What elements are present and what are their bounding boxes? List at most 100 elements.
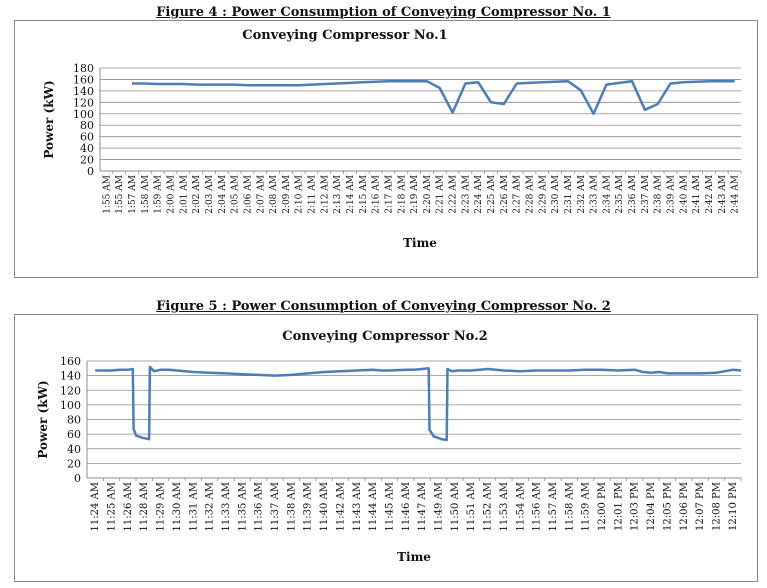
x-tick-label: 11:47 AM [417, 482, 428, 531]
x-tick-label: 2:20 AM [423, 175, 433, 214]
x-tick-label: 2:41 AM [692, 175, 702, 214]
x-tick-label: 12:10 PM [728, 482, 739, 531]
x-tick-label: 2:10 AM [295, 175, 305, 214]
x-tick-label: 11:31 AM [188, 482, 199, 531]
x-tick-label: 11:38 AM [286, 482, 297, 531]
x-tick-label: 12:01 PM [613, 482, 624, 531]
x-tick-label: 11:28 AM [139, 482, 150, 531]
x-axis-label: Time [397, 550, 431, 564]
x-tick-label: 2:24 AM [474, 175, 484, 214]
chart-panel-1: Conveying Compressor No.1 0 20 40 60 80 100 120… [14, 20, 758, 278]
x-tick-label: 2:06 AM [243, 175, 253, 214]
x-tick-label: 11:59 AM [581, 482, 592, 531]
x-tick-label: 12:03 PM [630, 482, 641, 531]
x-tick-label: 2:02 AM [192, 175, 202, 214]
x-tick-label: 11:29 AM [156, 482, 167, 531]
x-tick-label: 11:58 AM [564, 482, 575, 531]
x-tick-label: 2:12 AM [320, 175, 330, 214]
x-tick-label: 2:04 AM [218, 175, 228, 214]
series-line [132, 79, 735, 116]
x-tick-label: 2:33 AM [590, 175, 600, 214]
x-tick-label: 1:59 AM [154, 175, 164, 214]
y-tick-label: 40 [80, 142, 94, 155]
x-tick-label: 2:30 AM [551, 175, 561, 214]
y-tick-label: 180 [73, 62, 94, 75]
x-tick-label: 2:44 AM [731, 175, 741, 214]
x-tick-label: 12:05 PM [662, 482, 673, 531]
x-tick-label: 11:45 AM [384, 482, 395, 531]
x-tick-label: 2:17 AM [384, 175, 394, 214]
y-axis-label: Power (kW) [42, 80, 56, 158]
y-tick-label: 100 [60, 399, 81, 412]
x-tick-label: 1:57 AM [128, 175, 138, 214]
x-tick-label: 2:01 AM [179, 175, 189, 214]
x-tick-label: 1:55 AM [102, 175, 112, 214]
x-tick-label: 11:25 AM [107, 482, 118, 531]
y-tick-label: 0 [74, 472, 81, 485]
y-tick-label: 60 [80, 131, 94, 144]
x-tick-label: 2:32 AM [577, 175, 587, 214]
y-axis-label: Power (kW) [36, 380, 50, 458]
y-tick-label: 20 [67, 457, 81, 470]
x-tick-label: 2:08 AM [269, 175, 279, 214]
chart-1-svg: Conveying Compressor No.1 020406080100120… [42, 28, 742, 250]
x-axis-label: Time [403, 236, 437, 250]
x-tick-label: 11:24 AM [90, 482, 101, 531]
x-tick-label: 2:22 AM [449, 175, 459, 214]
chart-title: Conveying Compressor No.2 [282, 329, 487, 344]
chart-title: Conveying Compressor No.1 [242, 28, 447, 43]
x-tick-label: 2:21 AM [436, 175, 446, 214]
x-tick-label: 11:37 AM [270, 482, 281, 531]
x-tick-label: 11:49 AM [434, 482, 445, 531]
y-tick-label: 140 [60, 370, 81, 383]
figure-5-caption: Figure 5 : Power Consumption of Conveyin… [156, 299, 611, 314]
x-tick-label: 11:39 AM [303, 482, 314, 531]
x-tick-label: 11:46 AM [401, 482, 412, 531]
x-tick-label: 2:34 AM [602, 175, 612, 214]
x-tick-label: 11:35 AM [237, 482, 248, 531]
x-tick-label: 2:36 AM [628, 175, 638, 214]
x-tick-label: 12:06 PM [679, 482, 690, 531]
x-tick-label: 2:09 AM [282, 175, 292, 214]
y-tick-label: 120 [60, 384, 81, 397]
x-tick-label: 11:53 AM [499, 482, 510, 531]
x-tick-label: 2:31 AM [564, 175, 574, 214]
y-tick-label: 40 [67, 443, 81, 456]
series-line [95, 365, 742, 442]
y-tick-label: 160 [60, 355, 81, 368]
x-tick-label: 11:51 AM [466, 482, 477, 531]
y-tick-label: 80 [80, 119, 94, 132]
x-tick-label: 2:40 AM [679, 175, 689, 214]
y-tick-label: 120 [73, 96, 94, 109]
x-tick-label: 2:43 AM [718, 175, 728, 214]
x-tick-label: 2:00 AM [167, 175, 177, 214]
x-tick-label: 11:33 AM [221, 482, 232, 531]
x-tick-label: 2:28 AM [525, 175, 535, 214]
x-tick-label: 2:39 AM [666, 175, 676, 214]
y-tick-label: 0 [87, 165, 94, 178]
x-tick-label: 2:14 AM [346, 175, 356, 214]
x-tick-label: 1:55 AM [115, 175, 125, 214]
y-tick-label: 100 [73, 108, 94, 121]
x-tick-label: 2:42 AM [705, 175, 715, 214]
x-tick-label: 2:05 AM [231, 175, 241, 214]
x-tick-label: 2:18 AM [397, 175, 407, 214]
x-tick-label: 11:50 AM [450, 482, 461, 531]
x-tick-label: 11:57 AM [548, 482, 559, 531]
x-tick-label: 2:37 AM [641, 175, 651, 214]
x-tick-label: 11:36 AM [254, 482, 265, 531]
x-tick-label: 11:42 AM [335, 482, 346, 531]
x-tick-label: 2:23 AM [461, 175, 471, 214]
x-tick-label: 12:04 PM [646, 482, 657, 531]
x-tick-label: 11:26 AM [123, 482, 134, 531]
chart-panel-2: Conveying Compressor No.2 0 20 40 60 80 100 120… [14, 314, 758, 582]
y-tick-label: 80 [67, 414, 81, 427]
x-tick-label: 11:43 AM [352, 482, 363, 531]
x-tick-label: 2:13 AM [333, 175, 343, 214]
y-tick-label: 160 [73, 73, 94, 86]
x-tick-label: 2:11 AM [308, 175, 318, 214]
x-tick-label: 11:30 AM [172, 482, 183, 531]
x-tick-label: 2:29 AM [538, 175, 548, 214]
x-tick-label: 2:35 AM [615, 175, 625, 214]
